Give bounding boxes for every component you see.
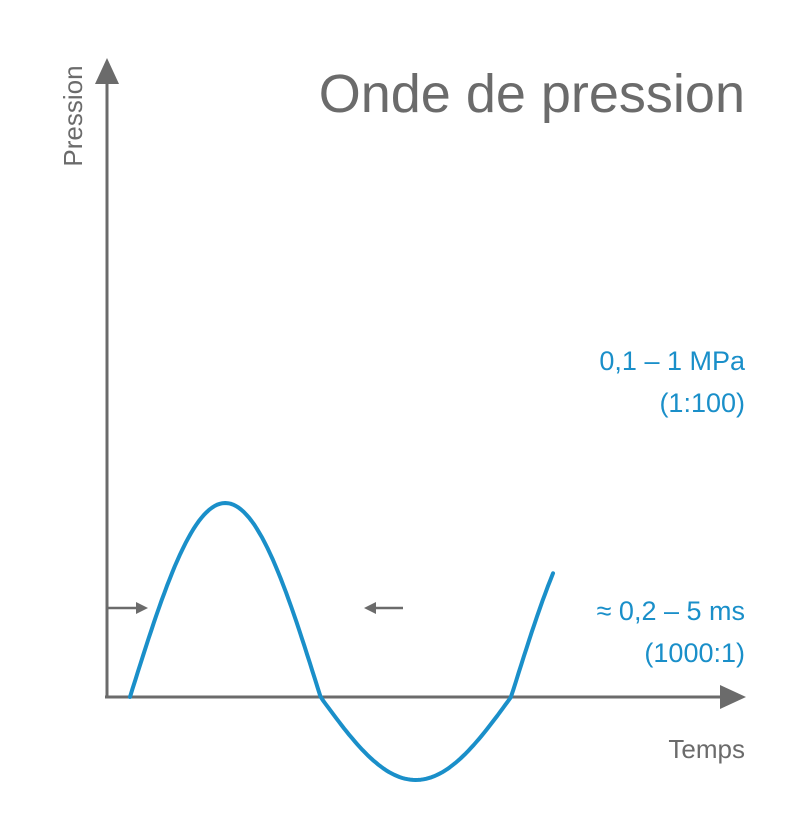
y-axis-label: Pression [58,65,88,166]
pressure-ratio-label: (1:100) [659,388,745,418]
duration-ratio-label: (1000:1) [644,638,745,668]
duration-start-arrowhead [136,602,148,614]
diagram-title: Onde de pression [319,64,745,124]
pressure-wave-curve [128,501,555,782]
duration-range-label: ≈ 0,2 – 5 ms [597,596,745,626]
pressure-range-label: 0,1 – 1 MPa [599,346,746,376]
duration-end-arrowhead [364,602,376,614]
x-axis-label: Temps [668,734,745,764]
y-axis-arrowhead [95,58,119,84]
x-axis-arrowhead [720,685,746,709]
